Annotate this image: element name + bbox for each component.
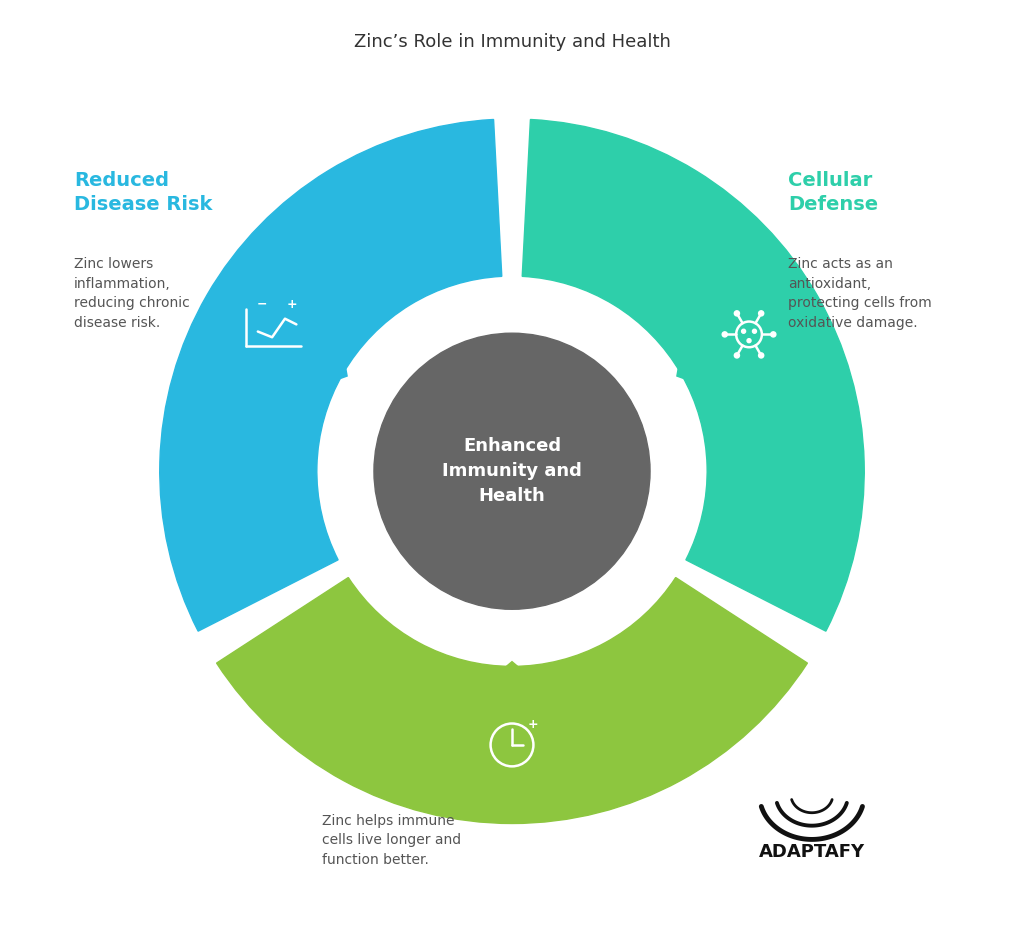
Text: +: + bbox=[527, 718, 538, 731]
Text: Zinc lowers
inflammation,
reducing chronic
disease risk.: Zinc lowers inflammation, reducing chron… bbox=[74, 257, 189, 329]
FancyArrow shape bbox=[467, 662, 557, 719]
FancyArrow shape bbox=[677, 318, 739, 396]
Circle shape bbox=[374, 333, 650, 609]
Text: +: + bbox=[287, 298, 297, 311]
Text: Immune Cell
Longevity: Immune Cell Longevity bbox=[350, 747, 486, 790]
Circle shape bbox=[759, 353, 764, 358]
Circle shape bbox=[741, 329, 745, 333]
Circle shape bbox=[734, 310, 739, 316]
Text: Zinc’s Role in Immunity and Health: Zinc’s Role in Immunity and Health bbox=[353, 33, 671, 51]
Text: Enhanced
Immunity and
Health: Enhanced Immunity and Health bbox=[442, 437, 582, 506]
Text: Cellular
Defense: Cellular Defense bbox=[788, 171, 879, 214]
FancyArrow shape bbox=[285, 318, 347, 396]
Circle shape bbox=[748, 339, 751, 343]
Wedge shape bbox=[522, 120, 864, 631]
Circle shape bbox=[771, 332, 776, 337]
Circle shape bbox=[759, 310, 764, 316]
Text: Zinc helps immune
cells live longer and
function better.: Zinc helps immune cells live longer and … bbox=[322, 814, 461, 867]
Circle shape bbox=[734, 353, 739, 358]
Circle shape bbox=[722, 332, 727, 337]
Wedge shape bbox=[217, 578, 807, 823]
Text: Reduced
Disease Risk: Reduced Disease Risk bbox=[74, 171, 212, 214]
Wedge shape bbox=[160, 120, 502, 631]
Circle shape bbox=[753, 329, 757, 333]
Text: ADAPTAFY: ADAPTAFY bbox=[759, 843, 865, 861]
Text: −: − bbox=[257, 298, 267, 311]
Text: Zinc acts as an
antioxidant,
protecting cells from
oxidative damage.: Zinc acts as an antioxidant, protecting … bbox=[788, 257, 932, 329]
